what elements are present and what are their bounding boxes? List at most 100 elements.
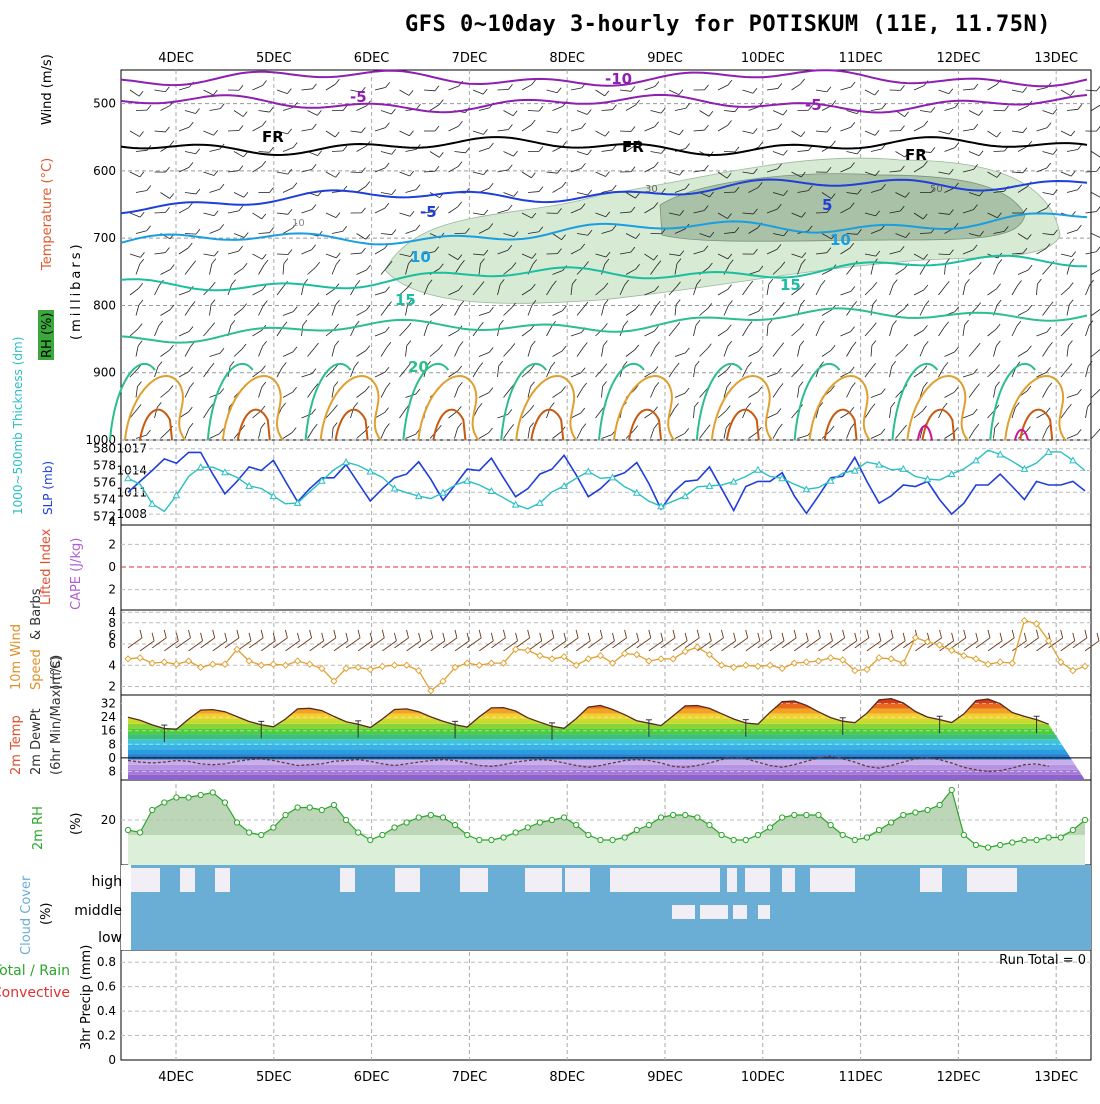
wind-barb-flag (1068, 364, 1072, 369)
wind-barb-flag (439, 304, 443, 309)
wind-barb (204, 368, 211, 377)
rh-marker (1058, 835, 1063, 840)
wind-barb-flag (407, 341, 411, 346)
wind-barb (210, 109, 221, 111)
wind-barb (449, 86, 459, 90)
wind-barb-flag (1068, 341, 1072, 346)
wind-barb-flag (261, 423, 265, 428)
wind-barb-flag (146, 430, 150, 435)
wind10m-barb (637, 638, 651, 648)
wind10m-barb (600, 641, 614, 651)
rh-marker (513, 830, 518, 835)
wind-barb (1067, 305, 1069, 316)
wind-barb (841, 87, 852, 90)
wind-barb (357, 351, 366, 357)
wind-barb (424, 90, 435, 91)
rh-marker (683, 812, 688, 817)
low-level-contour-green (208, 364, 253, 440)
wind-barb (1061, 131, 1071, 136)
wind-barb (161, 270, 171, 275)
wind-barb-flag (165, 167, 169, 172)
wind-barb-flag (263, 341, 267, 346)
wind-barb-flag (728, 341, 732, 346)
wind-barb (430, 105, 439, 111)
wind-barb (522, 329, 531, 336)
rh-marker (1070, 827, 1075, 832)
wind-barb-flag (635, 345, 639, 350)
wind-barb-flag (139, 300, 143, 305)
wind-barb (920, 346, 924, 356)
wind-barb (381, 428, 385, 438)
wind-barb-flag (695, 361, 699, 366)
wind-barb-flag (1047, 327, 1051, 332)
wind-barb (896, 309, 905, 316)
wind-speed-marker (779, 665, 785, 671)
wind10m-barb-flag (661, 633, 663, 641)
wind10m-barb (310, 641, 324, 651)
rh-marker (1082, 817, 1087, 822)
wind-barb (1043, 429, 1048, 439)
wind-barb-flag (508, 125, 512, 130)
wind-barb (308, 348, 315, 356)
day-label-bottom: 5DEC (256, 1070, 292, 1085)
wind10m-barb-flag (1097, 633, 1099, 641)
wind-barb-flag (315, 343, 319, 348)
wind-barb-flag (584, 302, 588, 307)
wind-barb-flag (508, 165, 512, 170)
wind-barb (498, 414, 508, 418)
wind-barb-flag (686, 103, 690, 108)
wind-barb-flag (262, 121, 266, 126)
wind10m-barb (407, 641, 421, 651)
wind-barb (210, 189, 220, 192)
wind-barb-flag (416, 104, 420, 109)
wind-barb (130, 288, 139, 295)
wind-barb-flag (335, 132, 339, 137)
wind-barb (1067, 150, 1078, 152)
wind-barb-flag (748, 322, 752, 327)
wind-barb-flag (949, 129, 953, 134)
thickness-tick-label: 580 (93, 442, 116, 456)
wind-barb-flag (288, 169, 292, 174)
wind-barb (939, 90, 949, 94)
wind-barb-flag (587, 109, 591, 114)
wind10m-barb-flag (479, 630, 481, 638)
wind-barb (130, 329, 138, 336)
wind-barb-flag (392, 189, 396, 194)
wind-barb-flag (333, 405, 337, 410)
wind10m-barb-flag (867, 630, 869, 638)
wind-barb (700, 349, 708, 357)
wind-barb-flag (605, 131, 609, 136)
wind-barb (528, 111, 539, 112)
li-tick-label: 2 (108, 583, 116, 597)
temp-band (121, 775, 1091, 780)
wind10m-barb (891, 641, 905, 651)
temp-band (121, 749, 1091, 754)
wind-barb-flag (288, 209, 292, 214)
rh-marker (489, 837, 494, 842)
precip-total-label: Total / Rain (0, 963, 70, 979)
wind-barb-flag (416, 389, 420, 394)
wind-barb-flag (293, 307, 297, 312)
wind-barb (185, 193, 196, 194)
wind-barb (651, 111, 662, 114)
rh-marker (949, 787, 954, 792)
wind-barb-flag (361, 248, 365, 253)
wind-barb (1037, 128, 1048, 131)
wind-barb-flag (1023, 128, 1027, 133)
wind-speed-marker (392, 662, 398, 668)
wind10m-barb-flag (225, 633, 227, 641)
wind10m-barb-flag (976, 633, 978, 641)
wind-barb-flag (583, 342, 587, 347)
wind-barb-flag (243, 263, 247, 268)
wind-barb-flag (539, 106, 543, 111)
wind-barb (253, 126, 263, 131)
day-label-top: 8DEC (549, 51, 585, 66)
wind-barb (1067, 109, 1078, 110)
wind-barb (969, 429, 975, 438)
wind-barb (253, 254, 263, 259)
wind-speed-marker (961, 653, 967, 659)
wind-barb (1086, 366, 1089, 377)
wind-speed-marker (646, 658, 652, 664)
rh-marker (477, 837, 482, 842)
rh-marker (271, 825, 276, 830)
